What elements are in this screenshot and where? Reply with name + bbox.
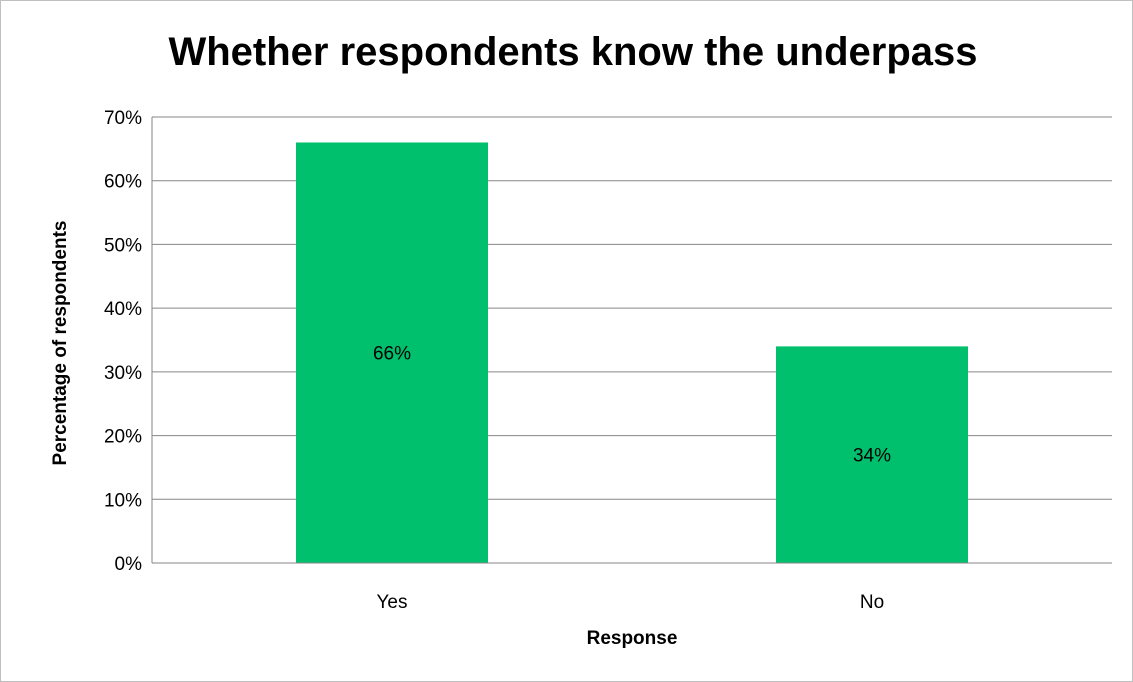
y-tick-label: 30%	[104, 363, 142, 384]
bar-yes	[296, 142, 488, 563]
y-tick-label: 70%	[104, 108, 142, 129]
x-tick-label-no: No	[860, 592, 884, 613]
chart-title: Whether respondents know the underpass	[168, 30, 978, 74]
data-label-yes: 66%	[373, 344, 411, 365]
y-tick-label: 40%	[104, 299, 142, 320]
y-tick-label: 0%	[115, 554, 143, 575]
data-label-no: 34%	[853, 446, 891, 467]
data-labels: 66% 34%	[373, 344, 891, 467]
y-tick-label: 50%	[104, 235, 142, 256]
x-axis-tick-labels: Yes No	[377, 592, 885, 613]
bars	[296, 142, 968, 563]
x-tick-label-yes: Yes	[377, 592, 408, 613]
bar-no	[776, 346, 968, 563]
x-axis-title: Response	[587, 628, 678, 649]
y-tick-label: 20%	[104, 427, 142, 448]
y-tick-label: 10%	[104, 490, 142, 511]
y-axis-title: Percentage of respondents	[50, 221, 71, 466]
y-axis-tick-labels: 0% 10% 20% 30% 40% 50% 60% 70%	[104, 108, 142, 575]
y-tick-label: 60%	[104, 172, 142, 193]
